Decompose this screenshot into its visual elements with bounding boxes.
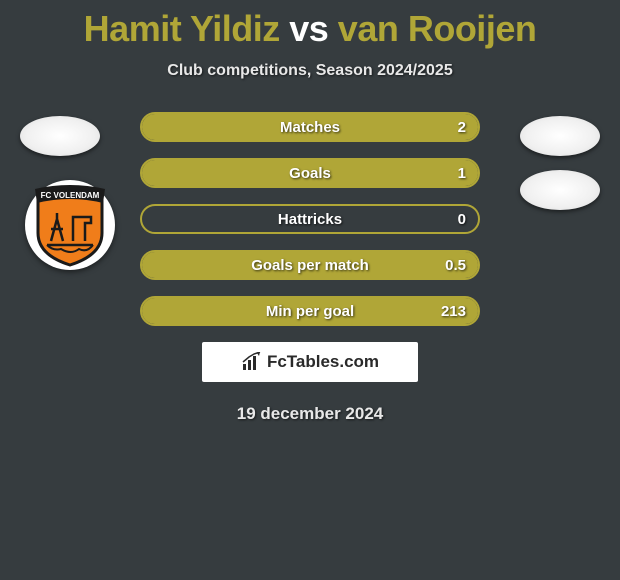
- stat-row: Goals 1: [140, 158, 480, 188]
- stat-value-right: 0: [458, 211, 466, 228]
- stat-value-right: 213: [441, 303, 466, 320]
- stat-row: Hattricks 0: [140, 204, 480, 234]
- volendam-shield-icon: FC VOLENDAM: [33, 183, 107, 267]
- player2-club-avatar: [520, 170, 600, 210]
- branding-badge[interactable]: FcTables.com: [202, 342, 418, 382]
- stat-value-right: 1: [458, 165, 466, 182]
- stat-row: Matches 2: [140, 112, 480, 142]
- player1-club-badge: FC VOLENDAM: [25, 180, 115, 270]
- stat-row: Min per goal 213: [140, 296, 480, 326]
- branding-text: FcTables.com: [267, 352, 379, 372]
- subtitle: Club competitions, Season 2024/2025: [0, 62, 620, 80]
- stat-row: Goals per match 0.5: [140, 250, 480, 280]
- stat-value-right: 2: [458, 119, 466, 136]
- player1-name: Hamit Yildiz: [84, 8, 280, 49]
- stat-label: Min per goal: [266, 303, 354, 320]
- stat-label: Hattricks: [278, 211, 342, 228]
- vs-text: vs: [289, 8, 328, 49]
- footer-date: 19 december 2024: [0, 404, 620, 424]
- stat-label: Goals per match: [251, 257, 369, 274]
- player2-avatar: [520, 116, 600, 156]
- page-title: Hamit Yildiz vs van Rooijen: [0, 0, 620, 50]
- club-badge-text: FC VOLENDAM: [41, 191, 100, 200]
- player2-name: van Rooijen: [338, 8, 537, 49]
- stats-container: Matches 2 Goals 1 Hattricks 0 Goals per match 0…: [140, 112, 480, 326]
- stat-label: Matches: [280, 119, 340, 136]
- stat-value-right: 0.5: [445, 257, 466, 274]
- bar-chart-icon: [241, 352, 263, 372]
- stat-label: Goals: [289, 165, 331, 182]
- player1-avatar: [20, 116, 100, 156]
